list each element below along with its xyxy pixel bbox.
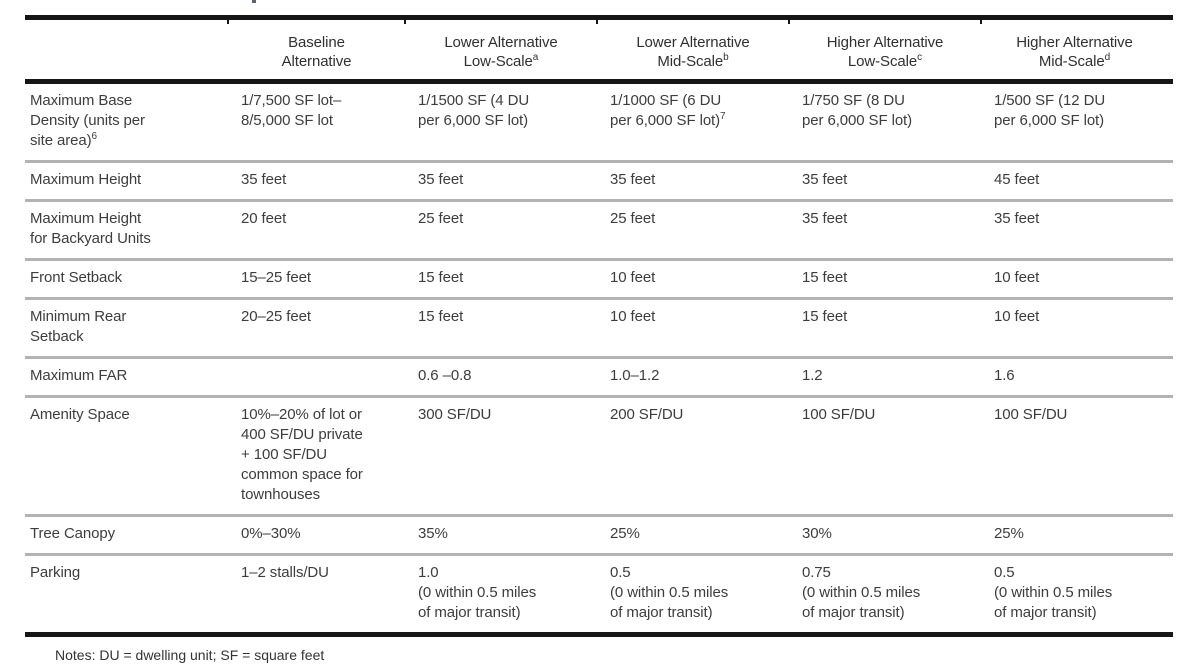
cell: 0.5 (0 within 0.5 miles of major transit… — [610, 564, 729, 621]
cell: 20 feet — [241, 210, 287, 227]
table-row-max-base-density: Maximum Base Density (units per site are… — [25, 84, 1173, 163]
column-divider-tick — [596, 20, 598, 24]
cell: 15–25 feet — [241, 269, 311, 286]
cell: 35 feet — [802, 210, 848, 227]
cell — [228, 359, 405, 395]
column-divider-tick — [227, 20, 229, 24]
table-notes: Notes: DU = dwelling unit; SF = square f… — [55, 647, 325, 663]
cell: 15 feet — [418, 308, 464, 325]
cell: 1/7,500 SF lot– 8/5,000 SF lot — [241, 92, 342, 129]
row-label: Minimum Rear Setback — [30, 308, 127, 345]
table-bottom-rule — [25, 632, 1173, 637]
table-row-backyard-height: Maximum Height for Backyard Units 20 fee… — [25, 202, 1173, 261]
cell: 1.0–1.2 — [610, 367, 660, 384]
cell: 25% — [610, 525, 640, 542]
cell: 1–2 stalls/DU — [241, 564, 329, 581]
cell: 45 feet — [994, 171, 1040, 188]
cell: 15 feet — [418, 269, 464, 286]
row-label: Maximum Base Density (units per site are… — [30, 92, 145, 149]
cropped-title-fragment — [252, 0, 256, 3]
cell: 1.0 (0 within 0.5 miles of major transit… — [418, 564, 537, 621]
row-label: Maximum Height for Backyard Units — [30, 210, 151, 247]
cell: 1/1000 SF (6 DU per 6,000 SF lot)7 — [610, 92, 726, 129]
cell: 0.75 (0 within 0.5 miles of major transi… — [802, 564, 921, 621]
cell: 200 SF/DU — [610, 406, 684, 423]
cell: 10 feet — [610, 269, 656, 286]
cell: 35% — [418, 525, 448, 542]
cell: 10%–20% of lot or 400 SF/DU private + 10… — [241, 406, 363, 503]
table-row-maximum-height: Maximum Height 35 feet 35 feet 35 feet 3… — [25, 163, 1173, 202]
row-label: Parking — [30, 564, 81, 581]
cell: 1/750 SF (8 DU per 6,000 SF lot) — [802, 92, 913, 129]
cell: 20–25 feet — [241, 308, 311, 325]
column-header-higher-low-scale: Higher Alternative Low-Scalec — [826, 34, 944, 70]
row-label: Tree Canopy — [30, 525, 116, 542]
cell: 10 feet — [994, 269, 1040, 286]
cell: 0.5 (0 within 0.5 miles of major transit… — [994, 564, 1113, 621]
cell: 30% — [802, 525, 832, 542]
cell: 100 SF/DU — [994, 406, 1068, 423]
cell: 0.6 –0.8 — [418, 367, 472, 384]
cell: 25 feet — [418, 210, 464, 227]
cell: 1.2 — [802, 367, 823, 384]
cell: 35 feet — [802, 171, 848, 188]
cell: 35 feet — [418, 171, 464, 188]
cell: 1/500 SF (12 DU per 6,000 SF lot) — [994, 92, 1106, 129]
table-row-rear-setback: Minimum Rear Setback 20–25 feet 15 feet … — [25, 300, 1173, 359]
column-header-lower-mid-scale: Lower Alternative Mid-Scaleb — [636, 34, 750, 70]
table-row-front-setback: Front Setback 15–25 feet 15 feet 10 feet… — [25, 261, 1173, 300]
row-label: Maximum Height — [30, 171, 142, 188]
cell: 35 feet — [610, 171, 656, 188]
table-row-maximum-far: Maximum FAR 0.6 –0.8 1.0–1.2 1.2 1.6 — [25, 359, 1173, 398]
cell: 300 SF/DU — [418, 406, 492, 423]
cell: 0%–30% — [241, 525, 301, 542]
row-label: Amenity Space — [30, 406, 130, 423]
cell: 25% — [994, 525, 1024, 542]
table-row-parking: Parking 1–2 stalls/DU 1.0 (0 within 0.5 … — [25, 556, 1173, 632]
column-header-lower-low-scale: Lower Alternative Low-Scalea — [444, 34, 558, 70]
cell: 15 feet — [802, 308, 848, 325]
table-row-tree-canopy: Tree Canopy 0%–30% 35% 25% 30% 25% — [25, 517, 1173, 556]
cell: 35 feet — [241, 171, 287, 188]
table-header-row: Baseline Alternative Lower Alternative L… — [25, 20, 1173, 84]
cell: 1/1500 SF (4 DU per 6,000 SF lot) — [418, 92, 530, 129]
cell: 1.6 — [994, 367, 1015, 384]
column-divider-tick — [980, 20, 982, 24]
column-divider-tick — [404, 20, 406, 24]
row-label: Maximum FAR — [30, 367, 128, 384]
row-label: Front Setback — [30, 269, 123, 286]
cell: 100 SF/DU — [802, 406, 876, 423]
cell: 15 feet — [802, 269, 848, 286]
column-header-blank — [25, 20, 228, 79]
cell: 35 feet — [994, 210, 1040, 227]
column-header-baseline: Baseline Alternative — [281, 34, 352, 70]
column-header-higher-mid-scale: Higher Alternative Mid-Scaled — [1016, 34, 1133, 70]
cell: 25 feet — [610, 210, 656, 227]
standards-comparison-table: Baseline Alternative Lower Alternative L… — [25, 15, 1173, 664]
table-top-rule — [25, 15, 1173, 24]
cell: 10 feet — [610, 308, 656, 325]
cell: 10 feet — [994, 308, 1040, 325]
column-divider-tick — [788, 20, 790, 24]
table-row-amenity-space: Amenity Space 10%–20% of lot or 400 SF/D… — [25, 398, 1173, 517]
